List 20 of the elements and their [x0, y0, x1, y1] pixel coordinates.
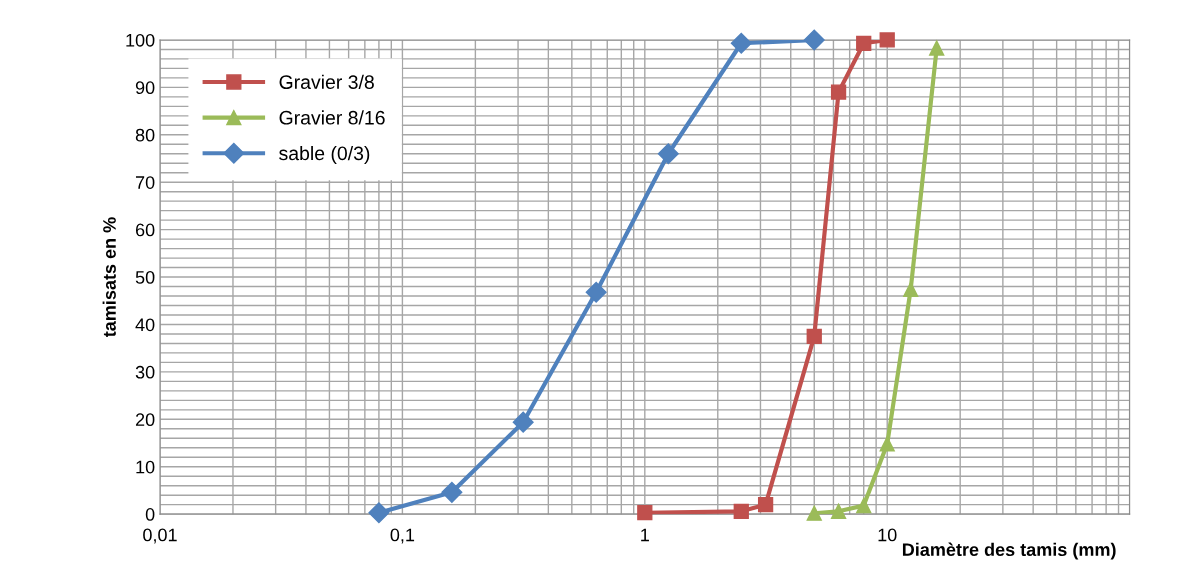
y-tick-label: 10	[136, 460, 155, 474]
x-axis-title: Diamètre des tamis (mm)	[902, 542, 1116, 560]
legend-label: Gravier 3/8	[279, 74, 374, 89]
y-tick-label: 40	[135, 318, 155, 332]
y-tick-label: 20	[135, 413, 155, 427]
x-tick-label: 10	[878, 528, 897, 542]
y-tick-label: 80	[135, 128, 155, 142]
y-tick-label: 90	[135, 81, 155, 95]
y-axis-title: tamisats en %	[102, 217, 116, 338]
y-tick-label: 50	[135, 270, 155, 284]
x-tick-label: 1	[641, 528, 649, 542]
legend-label: sable (0/3)	[279, 145, 370, 165]
y-tick-label: 100	[126, 33, 155, 47]
legend-label: Gravier 8/16	[279, 110, 385, 125]
y-tick-label: 70	[135, 176, 155, 189]
y-tick-label: 30	[135, 365, 155, 379]
y-tick-label: 60	[135, 223, 155, 237]
x-tick-label: 0,1	[390, 528, 415, 544]
x-tick-label: 0,01	[143, 528, 177, 544]
y-tick-label: 0	[145, 508, 155, 521]
